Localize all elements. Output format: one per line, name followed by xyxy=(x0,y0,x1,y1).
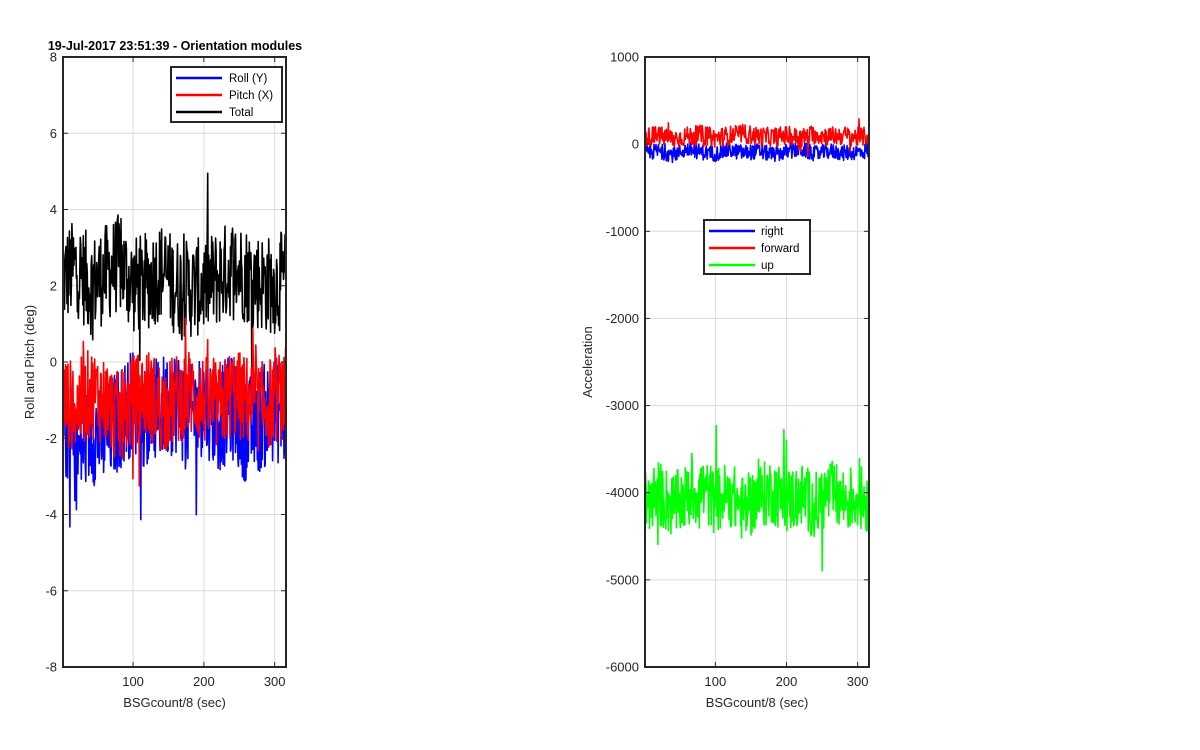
y-tick-label: 6 xyxy=(50,126,57,141)
series-line-total xyxy=(63,172,286,375)
y-axis-label: Roll and Pitch (deg) xyxy=(22,305,37,419)
legend-label: forward xyxy=(761,243,799,255)
y-tick-label: 0 xyxy=(632,137,639,152)
y-tick-label: 0 xyxy=(50,355,57,370)
y-tick-label: -1000 xyxy=(606,224,639,239)
y-tick-label: -2000 xyxy=(606,311,639,326)
y-tick-label: -3000 xyxy=(606,398,639,413)
series-line-right xyxy=(645,141,869,164)
legend-label: Pitch (X) xyxy=(229,90,273,102)
series-line-forward xyxy=(645,118,869,157)
x-tick-label: 200 xyxy=(193,674,215,689)
x-tick-label: 100 xyxy=(122,674,144,689)
orientation-chart: 100 200 300 -8 -6 -4 -2 0 2 4 6 8 BSGcount/8 (sec) Ro… xyxy=(22,39,302,710)
y-tick-label: -4000 xyxy=(606,485,639,500)
y-tick-label: -6000 xyxy=(606,660,639,675)
series-line-pitch-x xyxy=(63,317,286,487)
series-group xyxy=(63,172,286,528)
y-tick-label: -6 xyxy=(45,583,57,598)
legend-label: Roll (Y) xyxy=(229,73,268,85)
y-tick-label: -2 xyxy=(45,431,57,446)
y-tick-label: 4 xyxy=(50,202,57,217)
plot-area xyxy=(645,57,869,667)
series-line-up xyxy=(645,424,869,572)
y-tick-label: 2 xyxy=(50,278,57,293)
legend-label: up xyxy=(761,260,774,272)
x-axis-label: BSGcount/8 (sec) xyxy=(123,695,226,710)
legend: Roll (Y) Pitch (X) Total xyxy=(170,66,283,123)
legend-label: right xyxy=(761,226,784,238)
y-tick-label: -4 xyxy=(45,507,57,522)
x-tick-label: 300 xyxy=(264,674,286,689)
chart-title: 19-Jul-2017 23:51:39 - Orientation modul… xyxy=(48,39,302,53)
y-axis-label: Acceleration xyxy=(580,326,595,398)
series-group xyxy=(645,118,869,572)
x-tick-label: 100 xyxy=(705,674,727,689)
x-tick-label: 200 xyxy=(776,674,798,689)
x-axis-label: BSGcount/8 (sec) xyxy=(706,695,809,710)
legend-label: Total xyxy=(229,107,253,119)
legend: right forward up xyxy=(703,219,811,275)
axes-box xyxy=(644,56,870,668)
x-tick-label: 300 xyxy=(847,674,869,689)
y-tick-label: 8 xyxy=(50,50,57,65)
y-tick-label: -5000 xyxy=(606,572,639,587)
acceleration-chart: 100 200 300 -6000 -5000 -4000 -3000 -2000 -1000 0… xyxy=(580,50,870,710)
y-tick-label: 1000 xyxy=(610,50,639,65)
y-tick-label: -8 xyxy=(45,660,57,675)
